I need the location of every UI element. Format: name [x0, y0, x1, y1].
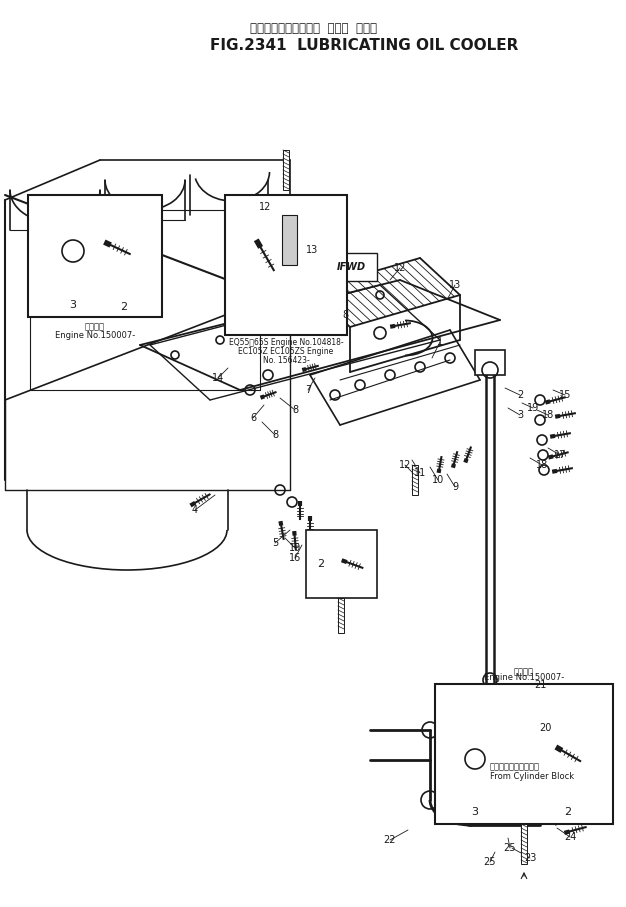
Text: 17: 17	[554, 450, 566, 460]
Text: IFWD: IFWD	[336, 262, 366, 272]
Text: 2: 2	[120, 302, 128, 312]
Text: 3: 3	[69, 300, 76, 310]
Bar	[412, 465, 418, 495]
Text: シリンダブロックから: シリンダブロックから	[490, 762, 540, 771]
Text: 6: 6	[250, 413, 256, 423]
Text: 24: 24	[564, 832, 576, 842]
Text: 25: 25	[484, 857, 496, 867]
Text: 25: 25	[504, 843, 516, 853]
Text: 3: 3	[517, 410, 523, 420]
Text: 1: 1	[437, 337, 443, 347]
Text: 13: 13	[306, 245, 318, 255]
Text: 5: 5	[272, 538, 278, 548]
Text: EQ55・65S Engine No.104818-: EQ55・65S Engine No.104818-	[228, 338, 343, 347]
Text: FIG.2341  LUBRICATING OIL COOLER: FIG.2341 LUBRICATING OIL COOLER	[210, 38, 518, 53]
Text: 8: 8	[342, 310, 348, 320]
Text: 適用号機: 適用号機	[85, 322, 105, 331]
Text: 9: 9	[452, 482, 458, 492]
Text: No. 156423-: No. 156423-	[263, 356, 309, 365]
Text: 14: 14	[212, 373, 224, 383]
Text: ルーブリケーティング  オイル  クーラ: ルーブリケーティング オイル クーラ	[250, 22, 376, 35]
Text: 3: 3	[471, 807, 478, 817]
Bar	[338, 598, 344, 633]
Text: 7: 7	[305, 385, 311, 395]
Text: 23: 23	[524, 853, 536, 863]
Bar	[306, 530, 377, 598]
Text: 20: 20	[539, 723, 551, 733]
Text: 12: 12	[394, 263, 406, 273]
Bar	[225, 195, 347, 335]
Bar	[325, 253, 377, 281]
Text: 16: 16	[289, 553, 301, 563]
Text: 19: 19	[289, 543, 301, 553]
Text: EC105Z EC105ZS Engine: EC105Z EC105ZS Engine	[239, 347, 334, 356]
Bar	[283, 150, 289, 190]
Text: 12: 12	[399, 460, 411, 470]
Text: 18: 18	[536, 460, 548, 470]
Text: 8: 8	[272, 430, 278, 440]
Text: 8: 8	[292, 405, 298, 415]
Bar	[435, 684, 613, 824]
Text: 22: 22	[384, 835, 396, 845]
Bar	[475, 350, 505, 375]
Text: 21: 21	[534, 680, 546, 690]
Text: 適用号機: 適用号機	[514, 667, 534, 676]
Text: 15: 15	[559, 390, 571, 400]
Text: 13: 13	[449, 280, 461, 290]
Text: 19: 19	[527, 403, 539, 413]
Bar	[28, 195, 162, 317]
Text: 4: 4	[192, 505, 198, 515]
Text: 18: 18	[542, 410, 554, 420]
Text: 10: 10	[432, 475, 444, 485]
Text: 12: 12	[259, 202, 271, 212]
Text: 2: 2	[565, 807, 572, 817]
Text: 2: 2	[317, 559, 324, 569]
Text: Engine No.150007-: Engine No.150007-	[55, 331, 135, 340]
Text: From Cylinder Block: From Cylinder Block	[490, 772, 574, 781]
Bar	[521, 824, 527, 864]
Bar	[282, 215, 297, 265]
Text: 11: 11	[414, 468, 426, 478]
Text: Engine No.150007-: Engine No.150007-	[484, 673, 564, 682]
Text: 2: 2	[517, 390, 523, 400]
